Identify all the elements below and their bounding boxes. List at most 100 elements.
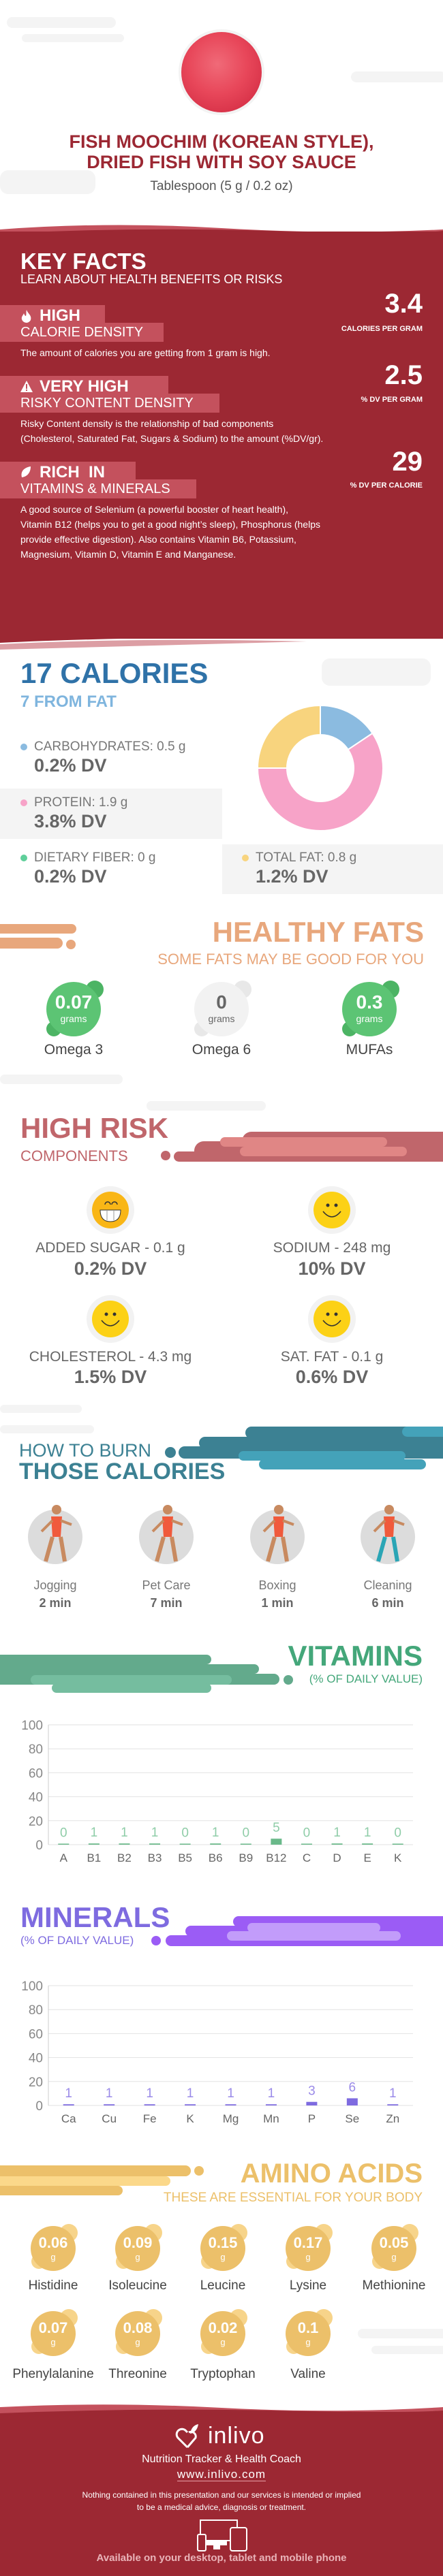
risk-dv: 0.2% DV [74,1258,147,1279]
y-tick-label: 60 [29,2027,43,2041]
amino-name: Valine [290,2367,326,2381]
bar [104,2104,115,2105]
decor-bar [0,1655,211,1664]
bar [185,2104,196,2105]
disclaimer-line: Nothing contained in this presentation a… [82,2490,361,2500]
decor-bar [0,1664,259,1674]
fact-label: CALORIE DENSITY [20,325,144,340]
y-tick-label: 20 [29,2076,43,2090]
healthy-fats-subtitle: SOME FATS MAY BE GOOD FOR YOU [157,951,424,968]
fat-name: Omega 6 [192,1042,251,1058]
legend-dot [20,855,27,861]
decor-bar [199,1437,443,1449]
decor-cloud [22,34,124,42]
bar [119,1843,130,1845]
amino-value: 0.15 [208,2234,238,2251]
y-tick-label: 80 [29,1743,43,1757]
fat-value: 0.3 [356,991,383,1013]
macros-donut-chart [256,704,384,831]
burn-title-line1: HOW TO BURN [19,1440,152,1461]
fact-unit: % DV PER CALORIE [350,481,423,490]
amino-unit: g [135,2252,140,2262]
flame-icon [21,310,31,323]
amino-unit: g [135,2337,140,2347]
fat-amount-bubble: 0.07 grams [46,982,101,1036]
amino-value: 0.09 [123,2234,153,2251]
activity-time: 6 min [371,1596,404,1610]
burn-title-line2: THOSE CALORIES [19,1459,226,1484]
fact-level: RICH IN [40,463,105,481]
fact-value: 29 [392,447,423,477]
x-tick-label: Mn [263,2112,279,2125]
amino-name: Isoleucine [108,2278,167,2293]
decor-bar [0,2176,170,2186]
bar-value-label: 0 [60,1826,67,1841]
amino-value: 0.06 [38,2234,68,2251]
bar [331,1843,343,1845]
leaf-icon [21,466,31,477]
fact-level-box [0,305,105,324]
minerals-title: MINERALS [20,1901,170,1933]
fish-image [181,32,262,112]
disclaimer-line: to be a medical advice, diagnosis or tre… [136,2502,307,2512]
bar [392,1843,403,1845]
grin-face-icon [92,1192,129,1228]
fat-name: MUFAs [346,1042,393,1058]
fact-value: 2.5 [384,360,423,390]
fat-name: Omega 3 [44,1042,104,1058]
page-title: FISH MOOCHIM (KOREAN STYLE), DRIED FISH … [0,131,443,172]
decor-bar [220,1137,387,1147]
bar-value-label: 5 [273,1821,280,1835]
bar [210,1843,222,1845]
decor-bar [31,1675,232,1685]
fat-value: 0.07 [55,991,93,1013]
high-risk-subtitle: COMPONENTS [20,1147,128,1164]
fact-label-box [0,394,219,413]
vitamins-title: VITAMINS [288,1640,423,1672]
nutrient-label: CARBOHYDRATES: 0.5 g [34,740,186,754]
fat-value: 0 [216,991,227,1013]
bar-value-label: 0 [181,1826,189,1841]
bar [265,2104,277,2105]
y-tick-label: 0 [35,2099,43,2114]
amino-title: AMINO ACIDS [240,2159,423,2189]
amino-unit: g [220,2252,226,2262]
amino-name: Leucine [200,2278,246,2293]
activity-name: Boxing [258,1578,296,1592]
y-tick-label: 100 [21,1719,43,1733]
x-tick-label: Mg [223,2112,239,2125]
decor-dot [161,1151,170,1160]
decor-bar [0,2165,191,2176]
y-tick-label: 60 [29,1766,43,1781]
cleaning-icon [373,1505,405,1562]
bar [144,2104,155,2105]
description-line: Magnesium, Vitamin D, Vitamin E and Mang… [20,549,236,560]
nutrient-dv: 1.2% DV [256,866,329,887]
decor-bar [0,938,63,949]
y-tick-label: 80 [29,2003,43,2018]
x-tick-label: B3 [148,1851,162,1864]
nutrient-label: DIETARY FIBER: 0 g [34,850,156,865]
fat-unit: grams [356,1013,383,1024]
amino-value: 0.02 [208,2319,238,2336]
donut-slice [256,704,321,769]
fact-unit: % DV PER GRAM [361,396,423,404]
key-facts-title: KEY FACTS [20,249,147,274]
fact-level: HIGH [40,306,80,325]
x-tick-label: C [303,1851,311,1864]
y-tick-label: 40 [29,1791,43,1805]
amino-unit: g [50,2252,56,2262]
activity-name: Cleaning [363,1578,412,1592]
x-tick-label: Ca [61,2112,76,2125]
footer [0,2417,443,2576]
calories-from-fat: 7 FROM FAT [20,693,117,711]
amino-amount-bubble: 0.15 g [200,2226,245,2271]
website-link[interactable]: www.inlivo.com [177,2468,266,2481]
fact-unit: CALORIES PER GRAM [341,325,423,333]
x-tick-label: B9 [239,1851,253,1864]
x-tick-label: B5 [178,1851,192,1864]
amino-subtitle: THESE ARE ESSENTIAL FOR YOUR BODY [163,2191,423,2205]
fat-amount-bubble: 0.3 grams [342,982,397,1036]
activity-name: Jogging [33,1578,77,1592]
fact-value: 3.4 [384,289,423,319]
